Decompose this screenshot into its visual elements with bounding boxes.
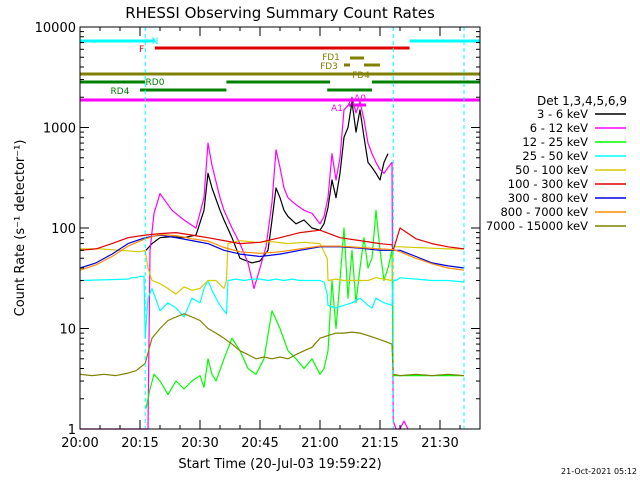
legend-label-300-800-kev: 300 - 800 keV — [508, 191, 588, 205]
series-25-50-kev — [79, 275, 465, 339]
flag-label-fd1: FD1 — [322, 53, 340, 63]
flag-label-n: N — [152, 37, 159, 47]
x-tick-label: 20:45 — [241, 436, 278, 451]
flag-label-a0: A0 — [354, 94, 366, 104]
series-300-800-kev — [79, 234, 465, 269]
y-tick-label: 1 — [68, 423, 76, 438]
x-tick-label: 20:00 — [61, 436, 98, 451]
series-800-7000-kev — [79, 234, 465, 271]
chart-title: RHESSI Observing Summary Count Rates — [125, 4, 435, 22]
series-6-12-kev — [80, 96, 409, 430]
dashed-vlines — [144, 27, 465, 429]
y-tick-label: 1000 — [43, 122, 76, 137]
flag-label-rd0: RD0 — [146, 78, 165, 88]
legend-label-800-7000-kev: 800 - 7000 keV — [500, 205, 588, 219]
series-3-6-kev — [145, 101, 389, 264]
y-tick-label: 100 — [51, 222, 76, 237]
x-tick-label: 20:30 — [181, 436, 218, 451]
axes: 1 10 100 1000 10000 20:00 20:15 20:30 20:45 21:00… — [35, 21, 481, 451]
legend-label-100-300-kev: 100 - 300 keV — [508, 177, 588, 191]
series-7000-15000-kev — [79, 313, 465, 377]
x-tick-label: 21:30 — [421, 436, 458, 451]
legend-label-7000-15000-kev: 7000 - 15000 keV — [486, 219, 588, 233]
x-tick-label: 21:00 — [301, 436, 338, 451]
x-tick-label: 21:15 — [361, 436, 398, 451]
x-axis-label: Start Time (20-Jul-03 19:59:22) — [178, 457, 381, 472]
flag-label-a1: A1 — [331, 104, 343, 114]
legend-label-25-50-kev: 25 - 50 keV — [522, 149, 588, 163]
series-layer — [79, 96, 465, 430]
flag-label-f: F — [139, 45, 144, 55]
flag-label-fd3: FD3 — [320, 62, 338, 72]
flag-label-fd4: FD4 — [352, 71, 370, 81]
legend-label-3-6-kev: 3 - 6 keV — [537, 107, 588, 121]
legend-title: Det 1,3,4,5,6,9 — [537, 94, 627, 108]
series-12-25-kev — [145, 209, 464, 409]
series-50-100-kev — [80, 240, 464, 295]
footer-date: 21-Oct-2021 05:12 — [561, 467, 637, 476]
flag-label-rd4: RD4 — [111, 87, 130, 97]
series-100-300-kev — [79, 227, 465, 251]
y-axis-label: Count Rate (s⁻¹ detector⁻¹) — [13, 140, 28, 317]
legend-label-6-12-kev: 6 - 12 keV — [530, 121, 588, 135]
x-tick-label: 20:15 — [121, 436, 158, 451]
legend-label-12-25-kev: 12 - 25 keV — [522, 135, 588, 149]
y-tick-label: 10000 — [35, 21, 76, 36]
legend-label-50-100-kev: 50 - 100 keV — [515, 163, 588, 177]
y-tick-label: 10 — [59, 323, 76, 338]
